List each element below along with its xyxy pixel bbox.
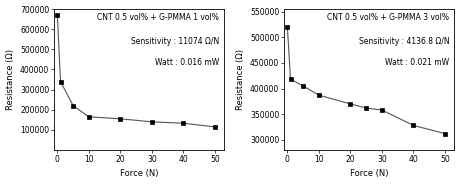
X-axis label: Force (N): Force (N) xyxy=(349,169,388,178)
Text: Watt : 0.016 mW: Watt : 0.016 mW xyxy=(155,58,219,67)
Text: Sensitivity : 11074 Ω/N: Sensitivity : 11074 Ω/N xyxy=(131,37,219,46)
Text: CNT 0.5 vol% + G-PMMA 3 vol%: CNT 0.5 vol% + G-PMMA 3 vol% xyxy=(327,13,448,22)
X-axis label: Force (N): Force (N) xyxy=(120,169,158,178)
Text: Watt : 0.021 mW: Watt : 0.021 mW xyxy=(384,58,448,67)
Y-axis label: Resistance (Ω): Resistance (Ω) xyxy=(6,49,15,110)
Text: Sensitivity : 4136.8 Ω/N: Sensitivity : 4136.8 Ω/N xyxy=(358,37,448,46)
Y-axis label: Resistance (Ω): Resistance (Ω) xyxy=(235,49,244,110)
Text: CNT 0.5 vol% + G-PMMA 1 vol%: CNT 0.5 vol% + G-PMMA 1 vol% xyxy=(97,13,219,22)
